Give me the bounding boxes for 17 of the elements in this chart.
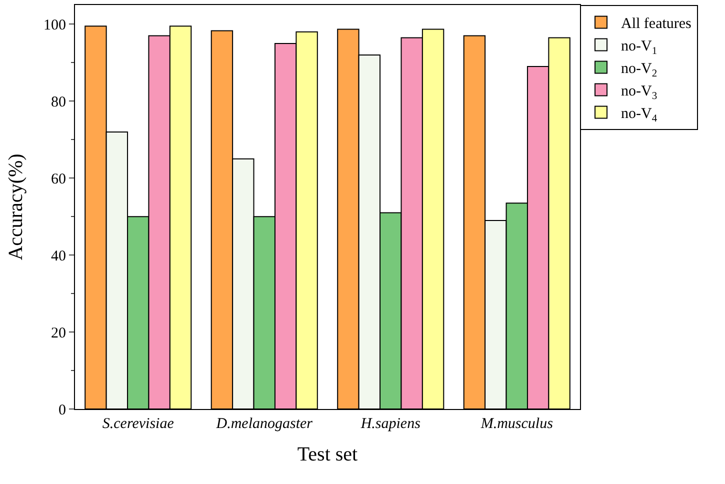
legend-label: no-V$_{4}$: [621, 106, 658, 124]
y-tick-label: 20: [51, 325, 66, 342]
x-axis-title: Test set: [297, 444, 358, 466]
x-tick-label: D.melanogaster: [215, 416, 313, 432]
legend-label: no-V$_{1}$: [621, 38, 658, 57]
y-tick-label: 0: [58, 402, 66, 418]
x-tick-label: H.sapiens: [360, 416, 421, 432]
legend-label: no-V$_{3}$: [621, 84, 658, 102]
y-tick-label: 60: [51, 171, 66, 188]
legend-label: no-V$_{2}$: [621, 61, 658, 80]
y-tick-label: 100: [44, 17, 66, 34]
x-tick-label: S.cerevisiae: [102, 416, 174, 432]
legend-label: All features: [621, 16, 692, 32]
x-tick-label: M.musculus: [480, 416, 554, 432]
y-axis-title: Accuracy(%): [5, 154, 27, 260]
y-tick-label: 80: [51, 94, 66, 110]
y-tick-label: 40: [51, 248, 66, 264]
